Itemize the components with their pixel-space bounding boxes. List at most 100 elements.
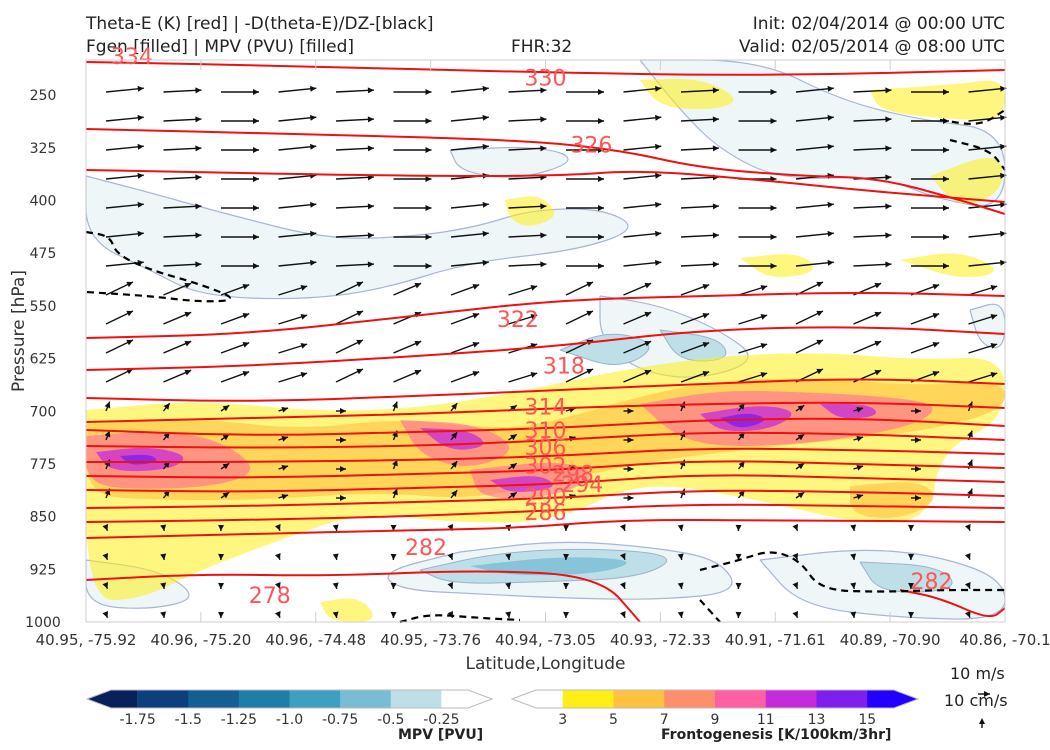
wind-vector xyxy=(505,582,512,590)
wind-vector xyxy=(680,283,710,296)
wind-vector xyxy=(968,114,1007,122)
wind-vector xyxy=(853,261,892,268)
wind-vector xyxy=(677,553,684,561)
wind-vector xyxy=(335,281,364,296)
wind-vector xyxy=(220,283,250,296)
wind-vector xyxy=(220,462,230,470)
wind-vector xyxy=(853,87,892,94)
wind-vector xyxy=(619,611,626,618)
wind-vector xyxy=(508,314,538,325)
wind-vector xyxy=(278,285,308,296)
wind-vector xyxy=(908,611,915,619)
wind-vector xyxy=(677,611,684,619)
fgen-colorbar-tick: 9 xyxy=(711,712,720,728)
wind-vector xyxy=(450,370,480,383)
wind-vector xyxy=(795,114,834,122)
wind-vector xyxy=(163,174,202,181)
y-tick-label: 700 xyxy=(30,404,57,420)
wind-vector xyxy=(105,230,144,238)
wind-vector xyxy=(221,118,259,124)
mpv-region-pale xyxy=(449,146,569,178)
wind-vector xyxy=(508,285,538,296)
theta-e-label: 314 xyxy=(525,396,567,421)
mpv-region-pale xyxy=(85,175,629,300)
fgen-region-11 xyxy=(820,404,876,419)
wind-vector xyxy=(792,524,799,531)
wind-vector xyxy=(911,263,949,269)
wind-vector xyxy=(105,281,134,296)
wind-vector xyxy=(450,230,489,238)
wind-vector xyxy=(795,310,824,325)
init-time: Init: 02/04/2014 @ 00:00 UTC xyxy=(752,14,1005,34)
wind-vector xyxy=(163,203,202,210)
stability-dashed-contour xyxy=(699,599,721,623)
wind-vector xyxy=(104,430,111,441)
theta-e-contour xyxy=(85,518,1006,539)
mpv-colorbar-tick: -0.25 xyxy=(423,712,459,728)
theta-e-label: 318 xyxy=(543,354,585,379)
wind-vector xyxy=(508,462,518,470)
wind-vector xyxy=(795,339,824,354)
wind-vector xyxy=(795,259,834,267)
wind-vector xyxy=(853,116,892,123)
wind-vector xyxy=(102,524,109,531)
theta-e-contour xyxy=(85,474,1006,493)
wind-vector xyxy=(968,285,998,296)
wind-vector xyxy=(964,582,971,589)
wind-vector xyxy=(221,176,259,182)
wind-vector xyxy=(795,404,805,412)
wind-vector xyxy=(450,460,458,470)
theta-e-contour xyxy=(85,417,1006,436)
forecast-hour: FHR:32 xyxy=(511,37,573,57)
theta-e-contour xyxy=(85,431,1006,449)
wind-vector xyxy=(680,87,719,94)
wind-vector xyxy=(680,341,710,354)
wind-vector xyxy=(221,205,259,211)
wind-vector xyxy=(336,466,346,472)
wind-vector xyxy=(619,553,626,560)
theta-e-contour xyxy=(85,460,1006,479)
fgen-colorbar-swatch xyxy=(664,690,716,708)
vector-legend-vertical: 10 cm/s xyxy=(944,691,1008,710)
theta-e-contour xyxy=(85,401,1006,423)
fgen-region-3 xyxy=(320,598,373,622)
wind-vector xyxy=(795,230,834,238)
wind-vector xyxy=(792,611,799,618)
stability-dashed-contour xyxy=(699,551,1005,593)
wind-vector xyxy=(163,311,192,325)
x-axis-label: Latitude,Longitude xyxy=(466,654,626,674)
wind-vector xyxy=(623,230,662,238)
wind-vector xyxy=(335,145,374,152)
fgen-colorbar-swatch xyxy=(867,690,918,708)
wind-vector xyxy=(450,114,489,122)
fgen-region-3 xyxy=(640,78,734,110)
wind-vector xyxy=(274,611,281,618)
wind-vector xyxy=(680,261,719,268)
wind-vector xyxy=(393,282,422,296)
wind-vector xyxy=(677,582,684,590)
wind-vector xyxy=(910,341,940,354)
wind-vector xyxy=(278,372,308,383)
theta-e-label: 290 xyxy=(525,486,567,511)
theta-e-label: 306 xyxy=(525,436,567,461)
fgen-colorbar-swatch xyxy=(562,690,614,708)
wind-vector xyxy=(162,402,171,412)
wind-vector xyxy=(853,406,864,413)
theta-e-contour xyxy=(85,169,1006,203)
wind-vector xyxy=(792,553,799,560)
wind-vector xyxy=(332,582,339,590)
y-tick-label: 325 xyxy=(30,141,57,157)
wind-vector xyxy=(335,368,364,383)
wind-vector xyxy=(738,285,768,296)
theta-e-label: 282 xyxy=(910,570,952,595)
theta-e-label: 330 xyxy=(525,66,567,91)
wind-vector xyxy=(221,234,259,240)
wind-vector xyxy=(278,143,317,151)
wind-vector xyxy=(332,524,339,532)
wind-vector xyxy=(335,310,364,325)
wind-vector xyxy=(735,524,742,532)
wind-vector xyxy=(105,85,144,93)
fgen-colorbar-swatch xyxy=(613,690,665,708)
fgen-colorbar-tick: 3 xyxy=(558,712,567,728)
wind-vector xyxy=(911,89,949,95)
